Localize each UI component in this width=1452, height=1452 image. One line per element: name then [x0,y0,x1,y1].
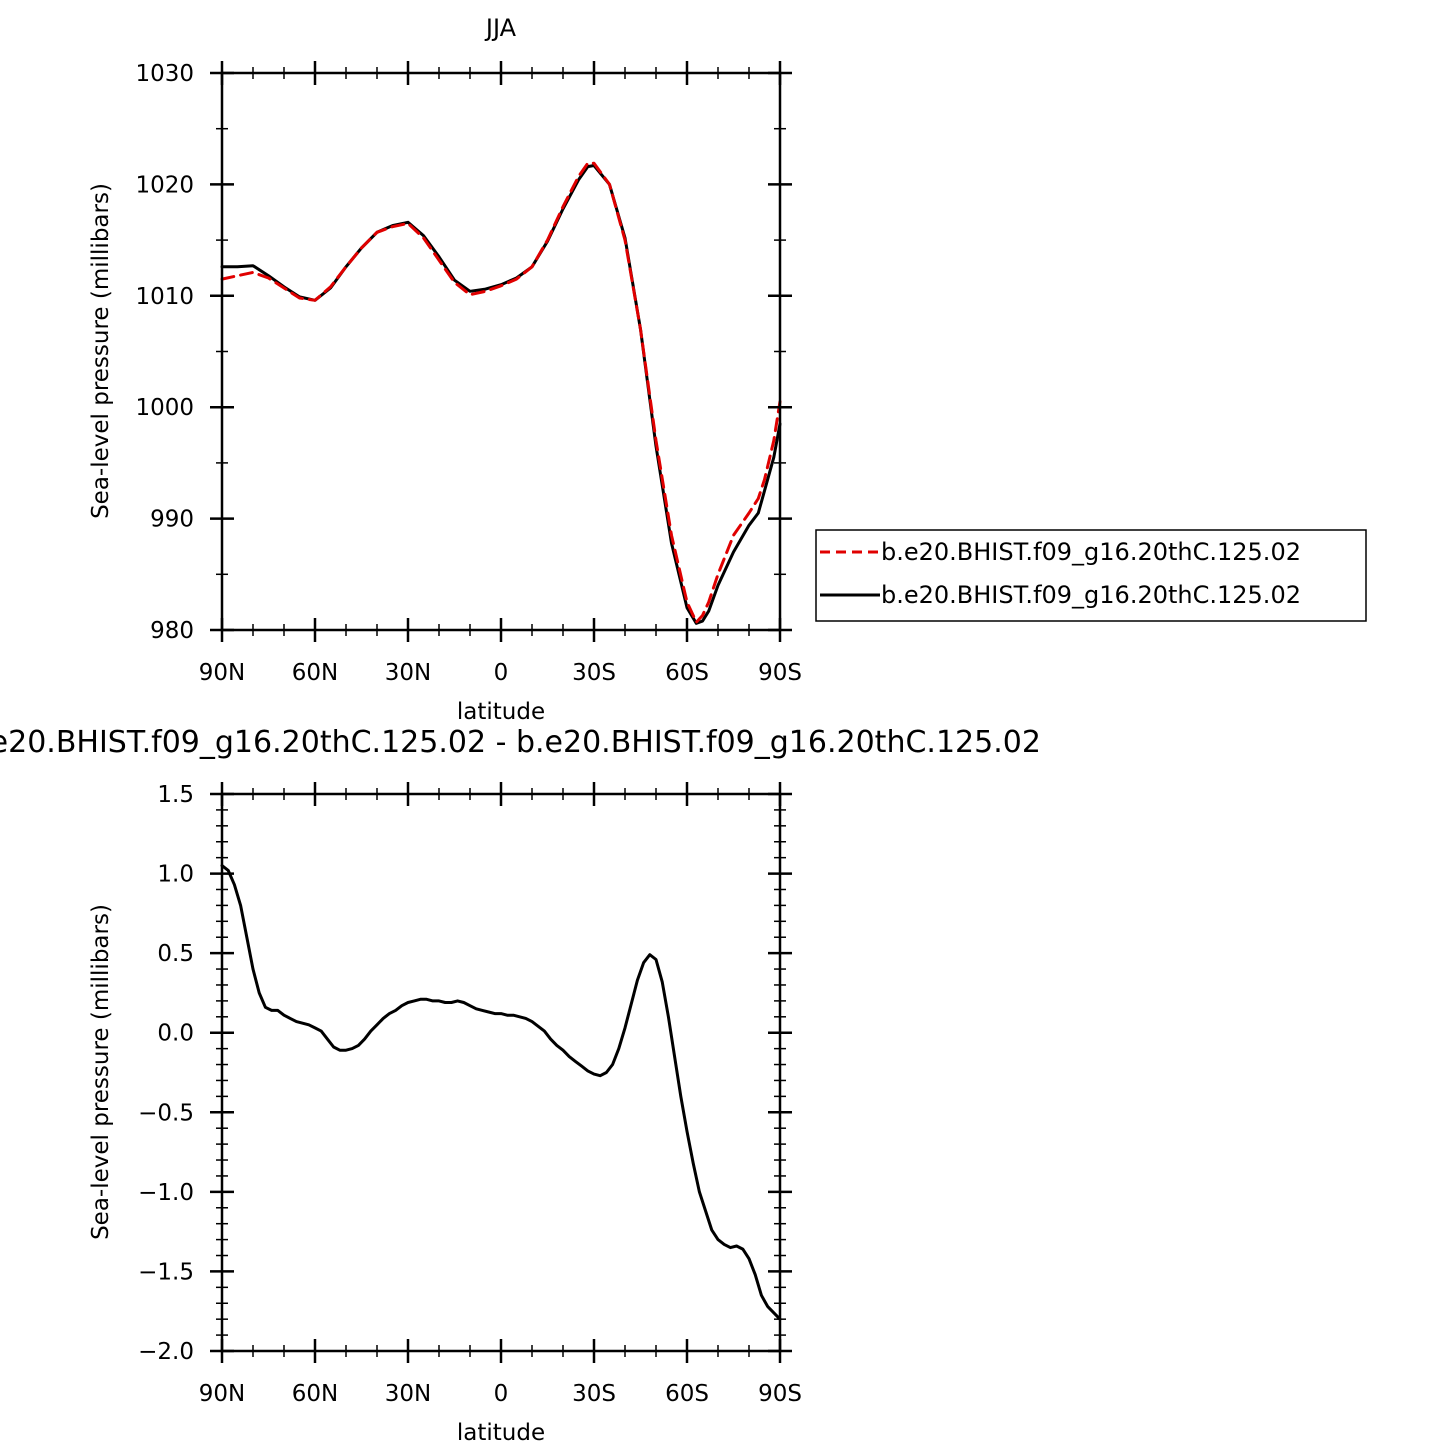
top-x-axis-label: latitude [457,699,545,725]
bottom-x-tick-label: 0 [494,1381,509,1407]
legend: b.e20.BHIST.f09_g16.20thC.125.02 b.e20.B… [815,529,1367,622]
bottom-chart: b.e20.BHIST.f09_g16.20thC.125.02 - b.e20… [0,725,1041,1446]
top-x-tick-label: 0 [494,660,509,686]
legend-box [815,529,1367,622]
bottom-x-tick-label: 90N [199,1381,245,1407]
bottom-y-tick-label: 0.5 [157,941,194,967]
top-x-tick-label: 90S [758,660,802,686]
top-y-axis-label: Sea-level pressure (millibars) [88,183,114,519]
legend-label-1: b.e20.BHIST.f09_g16.20thC.125.02 [881,538,1301,566]
bottom-x-tick-label: 30N [385,1381,431,1407]
top-series-line-solid [220,164,782,625]
top-x-tick-label: 30N [385,660,431,686]
top-series-group [220,161,782,625]
bottom-series-group [220,864,782,1321]
top-y-tick-label: 990 [150,507,194,533]
legend-label-2: b.e20.BHIST.f09_g16.20thC.125.02 [881,581,1301,609]
top-x-tick-label: 60N [292,660,338,686]
top-chart-title: JJA [484,14,517,42]
bottom-y-tick-label: 0.0 [157,1021,194,1047]
bottom-y-axis-label: Sea-level pressure (millibars) [88,904,114,1240]
top-ticks [210,61,792,642]
top-y-tick-label: 1000 [135,395,194,421]
bottom-y-tick-label: −1.5 [138,1259,194,1285]
top-plot-frame [220,71,782,632]
bottom-x-tick-label: 60N [292,1381,338,1407]
top-series-line-dashed [220,161,782,624]
bottom-x-tick-label: 30S [572,1381,616,1407]
top-x-tick-label: 60S [665,660,709,686]
top-chart: JJA 90N 60N 30N 0 30S 60S 90S 980 990 1000 1010 102… [88,14,802,725]
bottom-plot-frame [220,792,782,1353]
bottom-y-tick-label: −2.0 [138,1339,194,1365]
bottom-x-axis-label: latitude [457,1420,545,1446]
top-y-tick-label: 1020 [135,172,194,198]
top-y-tick-label: 1030 [135,61,194,87]
top-y-tick-label: 1010 [135,284,194,310]
bottom-tick-labels: 90N 60N 30N 0 30S 60S 90S −2.0 −1.5 −1.0 −0.5 0.0 0.… [138,782,802,1407]
top-x-tick-label: 90N [199,660,245,686]
top-tick-labels: 90N 60N 30N 0 30S 60S 90S 980 990 1000 1010 1020 103… [135,61,801,686]
top-x-tick-label: 30S [572,660,616,686]
bottom-y-tick-label: 1.5 [157,782,194,808]
bottom-x-tick-label: 90S [758,1381,802,1407]
bottom-y-tick-label: 1.0 [157,862,194,888]
top-y-tick-label: 980 [150,618,194,644]
bottom-x-tick-label: 60S [665,1381,709,1407]
bottom-y-tick-label: −1.0 [138,1180,194,1206]
bottom-y-tick-label: −0.5 [138,1100,194,1126]
bottom-series-line-solid [220,864,782,1321]
bottom-ticks [210,782,792,1363]
bottom-chart-title: b.e20.BHIST.f09_g16.20thC.125.02 - b.e20… [0,725,1041,760]
